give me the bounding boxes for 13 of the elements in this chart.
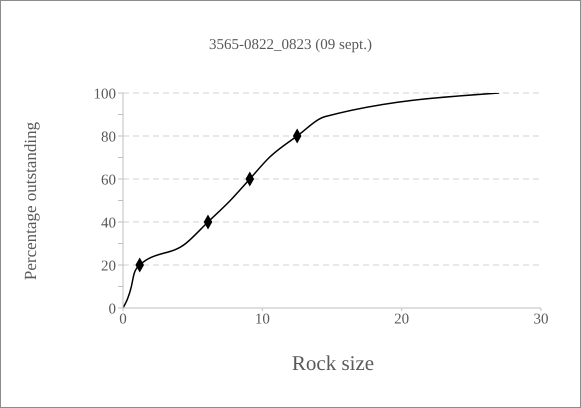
x-tick-label: 20 xyxy=(394,312,410,328)
y-tick-label: 40 xyxy=(101,215,116,232)
y-tick-label: 60 xyxy=(101,172,116,188)
x-tick-label: 0 xyxy=(119,312,127,328)
x-tick-label: 30 xyxy=(534,312,548,328)
y-tick-label: 0 xyxy=(108,301,116,318)
y-tick-label: 80 xyxy=(101,129,116,146)
y-tick-label: 100 xyxy=(94,86,116,102)
y-tick-label: 20 xyxy=(101,258,116,274)
chart-title: 3565-0822_0823 (09 sept.) xyxy=(208,37,373,54)
x-axis-title: Rock size xyxy=(290,351,376,376)
y-axis-title: Percentage outstanding xyxy=(21,122,41,280)
x-tick-label: 10 xyxy=(254,312,270,328)
